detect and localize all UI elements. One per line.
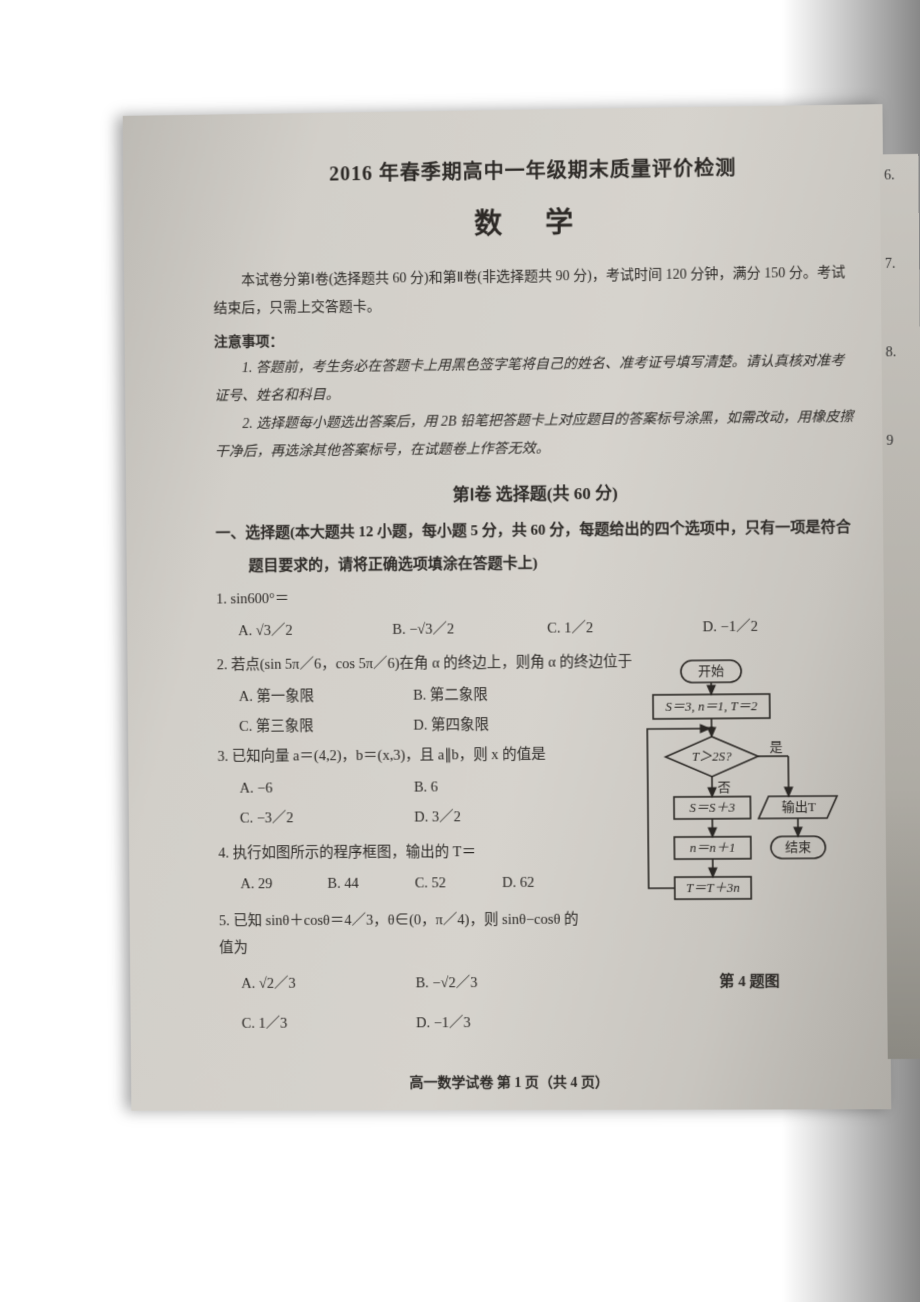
margin-7: 7. [881,256,920,273]
q2-opt-c: C. 第三象限 [239,711,414,743]
exam-title: 2016 年春季期高中一年级期末质量评价检测 [212,150,855,188]
flowchart-wrapper: 开始 S＝3, n＝1, T＝2 T＞2S? 是 否 S＝S＋3 n＝n＋1 [639,657,858,991]
q4-options: A. 29 B. 44 C. 52 D. 62 [218,868,589,900]
notice-1: 1. 答题前，考生务必在答题卡上用黑色签字笔将自己的姓名、准考证号填写清楚。请认… [214,348,857,412]
q4-opt-a: A. 29 [240,869,327,900]
page-footer: 高一数学试卷 第 1 页（共 4 页） [131,1071,891,1093]
q1-opt-d: D. −1／2 [702,610,858,642]
q2-opt-b: B. 第二象限 [413,679,588,711]
fc-cond: T＞2S? [692,748,733,763]
fc-step-n: n＝n＋1 [690,840,736,855]
margin-8: 8. [882,345,920,362]
q1-options: A. √3／2 B. −√3／2 C. 1／2 D. −1／2 [216,610,859,646]
q5-options: A. √2／3 B. −√2／3 C. 1／3 D. −1／3 [219,968,591,1040]
q5-opt-d: D. −1／3 [416,1008,591,1039]
flowchart-caption: 第 4 题图 [641,970,858,992]
fc-end: 结束 [785,839,811,854]
q5-stem: 5. 已知 sinθ＋cosθ＝4／3，θ∈(0，π／4)，则 sinθ−cos… [219,906,591,963]
q4-opt-c: C. 52 [415,868,503,899]
fc-step-t: T＝T＋3n [686,880,740,895]
q3-options: A. −6 B. 6 C. −3／2 D. 3／2 [218,771,590,834]
q3-opt-b: B. 6 [414,771,589,803]
q5-opt-b: B. −√2／3 [415,968,590,999]
next-page-margin: 6. 7. 8. 9 [880,154,920,1059]
q1-opt-a: A. √3／2 [238,615,392,647]
q2-opt-a: A. 第一象限 [239,680,414,712]
q3-opt-d: D. 3／2 [414,802,589,833]
notice-2: 2. 选择题每小题选出答案后，用 2B 铅笔把答题卡上对应题目的答案标号涂黑，如… [214,404,857,467]
q2-options: A. 第一象限 B. 第二象限 C. 第三象限 D. 第四象限 [217,679,589,743]
q3-stem: 3. 已知向量 a＝(4,2)，b＝(x,3)，且 a∥b，则 x 的值是 [217,742,588,772]
q1-opt-c: C. 1／2 [547,612,703,644]
part1-heading: 第Ⅰ卷 选择题(共 60 分) [215,476,858,508]
fc-step-s: S＝S＋3 [689,800,735,815]
q2-opt-d: D. 第四象限 [413,709,588,741]
fc-init: S＝3, n＝1, T＝2 [665,698,758,714]
margin-9: 9 [882,433,920,450]
margin-6: 6. [880,168,919,185]
q3-opt-a: A. −6 [239,773,414,804]
fc-no: 否 [718,780,731,795]
q4-opt-b: B. 44 [327,869,415,900]
exam-subject: 数 学 [213,197,856,246]
notice-heading: 注意事项： [214,324,856,352]
intro-text: 本试卷分第Ⅰ卷(选择题共 60 分)和第Ⅱ卷(非选择题共 90 分)，考试时间 … [213,259,856,323]
section1-heading-a: 一、选择题(本大题共 12 小题，每小题 5 分，共 60 分，每题给出的四个选… [215,513,858,548]
fc-start: 开始 [698,663,724,678]
q5-opt-a: A. √2／3 [241,968,416,999]
q1-opt-b: B. −√3／2 [392,613,547,645]
exam-paper: 2016 年春季期高中一年级期末质量评价检测 数 学 本试卷分第Ⅰ卷(选择题共 … [123,104,891,1111]
q3-opt-c: C. −3／2 [240,803,415,834]
fc-out: 输出T [782,799,816,814]
section1-heading-b: 题目要求的，请将正确选项填涂在答题卡上) [216,546,859,581]
flowchart-svg: 开始 S＝3, n＝1, T＝2 T＞2S? 是 否 S＝S＋3 n＝n＋1 [639,657,853,959]
fc-yes: 是 [770,739,783,754]
q4-opt-d: D. 62 [502,868,590,899]
q5-opt-c: C. 1／3 [242,1009,417,1040]
q1-stem: 1. sin600°＝ [216,581,859,614]
